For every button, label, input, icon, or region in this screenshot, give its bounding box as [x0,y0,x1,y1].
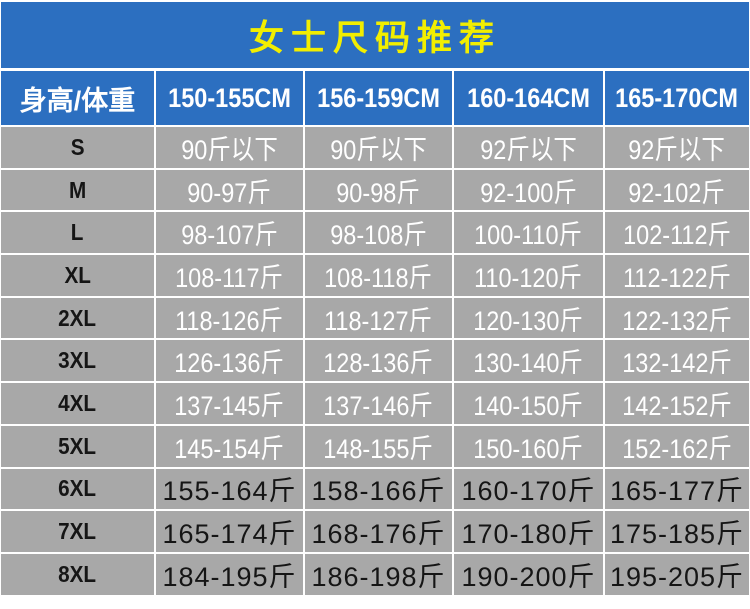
size-label: S [1,127,154,168]
weight-cell: 100-110斤 [454,212,603,254]
weight-cell: 130-140斤 [454,340,603,382]
weight-cell: 118-126斤 [156,297,303,339]
weight-cell: 145-154斤 [156,425,303,467]
weight-cell: 90斤以下 [156,127,303,168]
weight-cell: 90-97斤 [156,169,303,211]
weight-cell: 110-120斤 [454,255,603,296]
column-header-165-170: 165-170CM [605,71,749,125]
weight-cell: 158-166斤 [305,468,452,510]
weight-cell: 168-176斤 [305,511,452,552]
size-label: L [1,212,154,254]
weight-cell: 92斤以下 [605,127,749,168]
weight-cell: 175-185斤 [605,511,749,552]
column-header-156-159: 156-159CM [305,71,452,125]
weight-cell: 118-127斤 [305,297,452,339]
weight-cell: 122-132斤 [605,297,749,339]
weight-cell: 102-112斤 [605,212,749,254]
weight-cell: 92-100斤 [454,169,603,211]
size-label: 2XL [1,297,154,339]
column-header-160-164: 160-164CM [454,71,603,125]
size-label: 8XL [1,553,154,595]
weight-cell: 128-136斤 [305,340,452,382]
weight-cell: 170-180斤 [454,511,603,552]
weight-cell: 148-155斤 [305,425,452,467]
weight-cell: 92斤以下 [454,127,603,168]
weight-cell: 120-130斤 [454,297,603,339]
weight-cell: 137-145斤 [156,383,303,424]
weight-cell: 132-142斤 [605,340,749,382]
weight-cell: 150-160斤 [454,425,603,467]
weight-cell: 98-108斤 [305,212,452,254]
weight-cell: 126-136斤 [156,340,303,382]
weight-cell: 165-174斤 [156,511,303,552]
column-header-height-weight: 身高/体重 [1,71,154,125]
page-title: 女士尺码推荐 [248,18,501,58]
weight-cell: 155-164斤 [156,468,303,510]
size-chart-table: 身高/体重 150-155CM 156-159CM 160-164CM 165-… [1,71,749,595]
weight-cell: 90-98斤 [305,169,452,211]
weight-cell: 137-146斤 [305,383,452,424]
weight-cell: 160-170斤 [454,468,603,510]
size-label: 3XL [1,340,154,382]
size-label: 6XL [1,468,154,510]
weight-cell: 98-107斤 [156,212,303,254]
weight-cell: 142-152斤 [605,383,749,424]
column-header-150-155: 150-155CM [156,71,303,125]
weight-cell: 112-122斤 [605,255,749,296]
size-label: 7XL [1,511,154,552]
weight-cell: 108-118斤 [305,255,452,296]
size-label: 4XL [1,383,154,424]
weight-cell: 195-205斤 [605,553,749,595]
weight-cell: 184-195斤 [156,553,303,595]
title-bar: 女士尺码推荐 [1,2,749,68]
weight-cell: 90斤以下 [305,127,452,168]
weight-cell: 186-198斤 [305,553,452,595]
size-label: XL [1,255,154,296]
weight-cell: 165-177斤 [605,468,749,510]
size-label: 5XL [1,425,154,467]
weight-cell: 140-150斤 [454,383,603,424]
weight-cell: 92-102斤 [605,169,749,211]
weight-cell: 152-162斤 [605,425,749,467]
weight-cell: 190-200斤 [454,553,603,595]
weight-cell: 108-117斤 [156,255,303,296]
size-label: M [1,169,154,211]
